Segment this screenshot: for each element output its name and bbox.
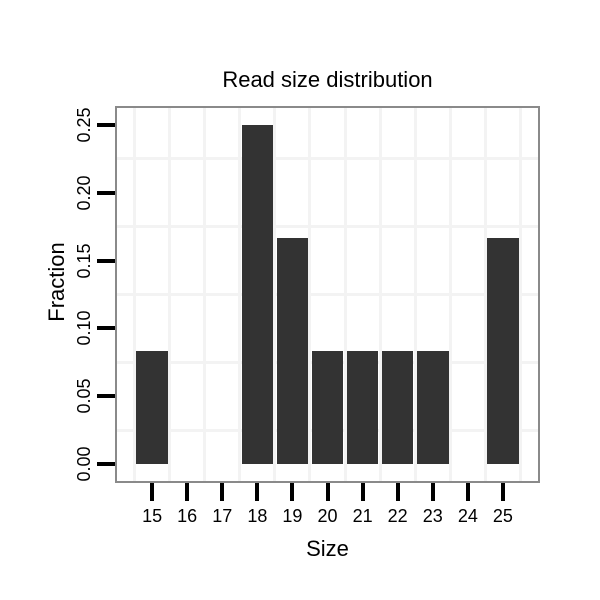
x-tick-mark: [500, 483, 505, 501]
plot-panel: [115, 106, 540, 483]
x-tick-mark: [150, 483, 155, 501]
x-tick-mark: [395, 483, 400, 501]
x-tick-label: 22: [387, 506, 408, 526]
y-tick-mark: [97, 326, 115, 331]
x-tick-label: 17: [212, 506, 233, 526]
bar: [136, 351, 168, 465]
x-tick-mark: [430, 483, 435, 501]
x-axis-title: Size: [306, 536, 349, 561]
y-tick-label: 0.25: [74, 107, 94, 143]
x-tick-label: 19: [282, 506, 303, 526]
chart-title: Read size distribution: [222, 67, 433, 92]
x-tick-label: 25: [492, 506, 513, 526]
x-tick-mark: [220, 483, 225, 501]
x-tick-mark: [185, 483, 190, 501]
y-tick-mark: [97, 122, 115, 127]
bar: [311, 351, 344, 465]
y-tick-label: 0.05: [74, 378, 94, 414]
bar: [241, 124, 274, 465]
bar: [416, 351, 449, 465]
y-tick-mark: [97, 258, 115, 263]
minor-gridline-y: [117, 225, 538, 229]
x-tick-mark: [465, 483, 470, 501]
y-tick-mark: [97, 190, 115, 195]
bar: [381, 351, 414, 465]
x-tick-mark: [255, 483, 260, 501]
y-tick-label: 0.10: [74, 310, 94, 346]
y-tick-mark: [97, 462, 115, 467]
x-tick-mark: [325, 483, 330, 501]
x-tick-label: 23: [422, 506, 443, 526]
x-tick-label: 20: [317, 506, 338, 526]
x-tick-mark: [360, 483, 365, 501]
bar: [487, 237, 519, 465]
bar: [346, 351, 379, 465]
x-tick-label: 24: [457, 506, 478, 526]
y-tick-label: 0.00: [74, 446, 94, 482]
minor-gridline-y: [117, 157, 538, 161]
bar: [276, 237, 309, 465]
x-tick-label: 15: [142, 506, 163, 526]
y-tick-mark: [97, 394, 115, 399]
minor-gridline-y: [117, 293, 538, 296]
y-tick-label: 0.20: [74, 175, 94, 211]
x-tick-label: 21: [352, 506, 373, 526]
x-tick-mark: [290, 483, 295, 501]
x-tick-label: 18: [247, 506, 268, 526]
x-tick-label: 16: [177, 506, 198, 526]
y-tick-label: 0.15: [74, 243, 94, 279]
